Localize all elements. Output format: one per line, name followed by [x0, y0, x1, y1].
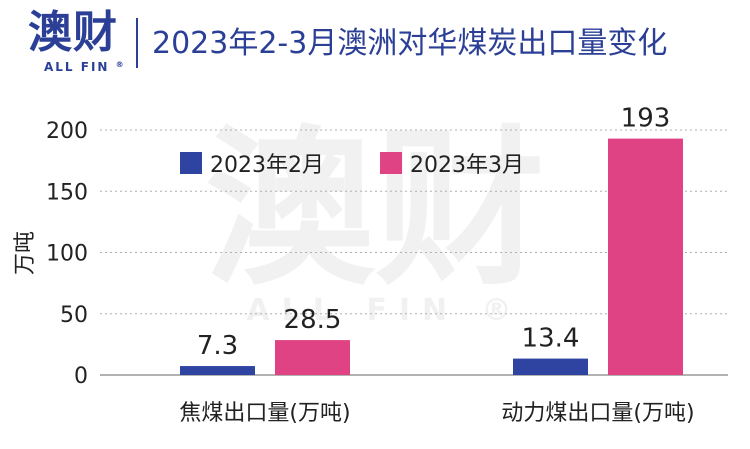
- data-label: 28.5: [284, 305, 342, 335]
- logo-english-text: ALL FIN: [44, 60, 110, 74]
- watermark-english: ALL FIN ®: [246, 293, 523, 328]
- x-tick-label: 焦煤出口量(万吨): [179, 401, 350, 426]
- legend-label: 2023年3月: [410, 153, 524, 178]
- legend: 2023年2月 2023年3月: [180, 152, 524, 178]
- legend-swatch: [380, 152, 402, 174]
- bar-feb-2: [513, 358, 588, 375]
- data-label: 7.3: [197, 331, 238, 361]
- registered-mark: ®: [115, 60, 126, 69]
- logo-chinese: 澳财: [28, 7, 118, 58]
- legend-swatch: [180, 152, 202, 174]
- x-tick-label: 动力煤出口量(万吨): [501, 401, 694, 426]
- y-tick-label: 100: [46, 242, 88, 267]
- data-labels: 7.3 28.5 13.4 193: [197, 104, 671, 361]
- y-tick-label: 0: [74, 364, 88, 389]
- y-tick-label: 150: [46, 180, 88, 205]
- bar-mar-1: [275, 340, 350, 375]
- y-axis-ticks: 0 50 100 150 200: [46, 119, 88, 389]
- y-axis-label: 万吨: [13, 231, 38, 275]
- watermark-chinese: 澳财: [205, 111, 545, 309]
- y-tick-label: 50: [60, 303, 88, 328]
- y-tick-label: 200: [46, 119, 88, 144]
- header: 澳财 ALL FIN ® 2023年2-3月澳洲对华煤炭出口量变化: [0, 0, 750, 86]
- data-label: 13.4: [522, 324, 580, 354]
- x-axis-ticks: 焦煤出口量(万吨) 动力煤出口量(万吨): [179, 401, 694, 426]
- chart-title: 2023年2-3月澳洲对华煤炭出口量变化: [152, 26, 668, 61]
- data-label: 193: [621, 104, 671, 134]
- logo-english: ALL FIN ®: [44, 60, 126, 74]
- bar-feb-1: [180, 366, 255, 375]
- bars: [180, 138, 683, 375]
- legend-label: 2023年2月: [210, 153, 324, 178]
- header-divider: [136, 18, 138, 68]
- bar-mar-2: [608, 138, 683, 375]
- y-axis-title: 万吨: [13, 231, 38, 275]
